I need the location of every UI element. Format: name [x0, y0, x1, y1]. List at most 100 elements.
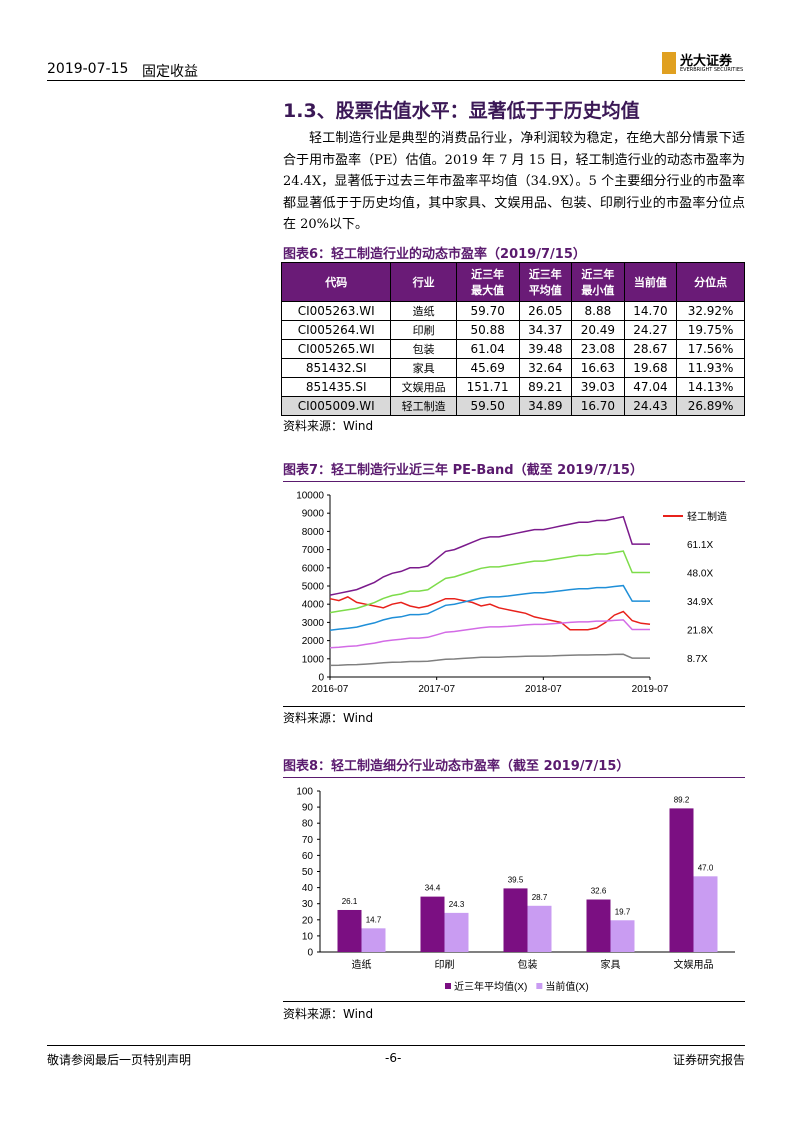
table-row: CI005264.WI 印刷 50.88 34.37 20.49 24.27 19.75% [280, 320, 745, 340]
y-tick-label: 70 [302, 835, 314, 846]
x-tick-label: 包装 [518, 958, 538, 971]
bar [503, 888, 528, 952]
x-tick-label: 文娱用品 [674, 958, 714, 971]
bar [610, 920, 635, 952]
chart-rule [283, 706, 745, 707]
value-label: 28.7 [532, 893, 548, 902]
table-cell: 19.75% [676, 320, 745, 340]
series-label: 轻工制造 [687, 510, 727, 523]
y-tick-label: 0 [318, 673, 324, 684]
y-tick-label: 8000 [302, 527, 325, 538]
footer-rule [47, 1045, 745, 1046]
bar [586, 899, 611, 952]
value-label: 24.3 [449, 900, 465, 909]
value-label: 32.6 [591, 887, 607, 896]
logo-text: 光大证券 [680, 54, 733, 69]
line-series [329, 653, 650, 667]
table-cell: 32.64 [518, 358, 573, 378]
bar [337, 909, 362, 952]
chart: 0 1000 2000 3000 4000 5000 6000 7000 8000 9000 100… [296, 491, 727, 696]
table-row: CI005009.WI 轻工制造 59.50 34.89 16.70 24.43 26.89… [280, 396, 745, 416]
bar [669, 808, 694, 952]
header-rule [47, 80, 745, 81]
y-tick-label: 6000 [302, 563, 325, 574]
x-tick-label: 2016-07 [312, 684, 349, 695]
table-cell: 59.70 [455, 301, 520, 321]
table-header-row: 代码 行业 近三年 最大值 近三年 平均值 近三年 最小值 当前值 分位点 [280, 262, 745, 302]
bar [361, 928, 386, 952]
chart-source: 资料来源：Wind [283, 1007, 374, 1021]
y-tick-label: 3000 [302, 618, 325, 629]
y-tick-label: 10000 [296, 491, 324, 502]
logo-mark [662, 52, 676, 74]
footer-right: 证券研究报告 [673, 1053, 746, 1067]
header-category: 固定收益 [142, 64, 198, 80]
table-cell: 14.13% [676, 377, 745, 397]
value-label: 34.4 [425, 884, 441, 893]
line-series [329, 584, 650, 631]
table-cell: 34.89 [518, 396, 573, 416]
value-label: 47.0 [698, 863, 714, 872]
table-cell: 59.50 [455, 396, 520, 416]
x-tick-label: 2019-07 [632, 684, 669, 695]
y-tick-label: 0 [307, 948, 313, 959]
table-row: 851435.SI 文娱用品 151.71 89.21 39.03 47.04 14.13% [280, 377, 745, 397]
column-header: 近三年 最小值 [571, 262, 625, 302]
value-label: 19.7 [615, 907, 631, 916]
series-label: 61.1X [687, 540, 713, 551]
chart: 0 10 20 30 40 50 60 70 80 90 100 造纸 26.1 14.7 印刷 34.4 24… [296, 787, 735, 993]
paragraph: 轻工制造行业是典型的消费品行业，净利润较为稳定，在绝大部分情景下适合于用市盈率（… [283, 131, 745, 233]
table-cell: CI005263.WI [280, 301, 392, 321]
table: 代码 行业 近三年 最大值 近三年 平均值 近三年 最小值 当前值 分位点 CI005263.… [280, 262, 745, 416]
column-header: 行业 [390, 262, 457, 302]
line-series [329, 515, 650, 596]
legend-label: 近三年平均值(X) [454, 980, 527, 993]
legend-swatch [536, 983, 543, 989]
table-cell: 45.69 [455, 358, 520, 378]
table-cell: 11.93% [676, 358, 745, 378]
table-cell: CI005009.WI [280, 396, 392, 416]
table-cell: 47.04 [623, 377, 678, 397]
header-date: 2019-07-15 [47, 61, 129, 77]
table-row: CI005263.WI 造纸 59.70 26.05 8.88 14.70 32.92% [280, 301, 745, 321]
table-cell: 23.08 [571, 339, 625, 359]
table-cell: 24.43 [623, 396, 678, 416]
table-cell: 50.88 [455, 320, 520, 340]
table-cell: 8.88 [571, 301, 625, 321]
column-header: 当前值 [623, 262, 678, 302]
table-source: 资料来源：Wind [283, 419, 374, 433]
table-cell: 16.63 [571, 358, 625, 378]
table-cell: 851432.SI [280, 358, 392, 378]
table-cell: 造纸 [390, 301, 457, 321]
table-row: CI005265.WI 包装 61.04 39.48 23.08 28.67 17.56% [280, 339, 745, 359]
bar [420, 896, 445, 952]
table-cell: 28.67 [623, 339, 678, 359]
table-cell: 16.70 [571, 396, 625, 416]
y-tick-label: 40 [302, 883, 314, 894]
y-tick-label: 90 [302, 803, 314, 814]
table-cell: 20.49 [571, 320, 625, 340]
table-cell: 24.27 [623, 320, 678, 340]
value-label: 89.2 [674, 795, 690, 804]
table-cell: 17.56% [676, 339, 745, 359]
footer-page: -6- [385, 1051, 402, 1065]
series-label: 48.0X [687, 569, 713, 580]
series-label: 21.8X [687, 625, 713, 636]
y-tick-label: 1000 [302, 654, 325, 665]
table-cell: 39.48 [518, 339, 573, 359]
legend-swatch [445, 983, 451, 989]
bar [444, 912, 469, 952]
table-cell: 轻工制造 [390, 396, 457, 416]
table-cell: 89.21 [518, 377, 573, 397]
table-row: 851432.SI 家具 45.69 32.64 16.63 19.68 11.93% [280, 358, 745, 378]
line-series [329, 619, 650, 649]
line-series [329, 596, 651, 631]
table-cell: 包装 [390, 339, 457, 359]
value-label: 26.1 [342, 897, 358, 906]
chart-rule [283, 1001, 745, 1002]
table-cell: 印刷 [390, 320, 457, 340]
y-tick-label: 80 [302, 819, 314, 830]
table-cell: 32.92% [676, 301, 745, 321]
table-cell: 文娱用品 [390, 377, 457, 397]
